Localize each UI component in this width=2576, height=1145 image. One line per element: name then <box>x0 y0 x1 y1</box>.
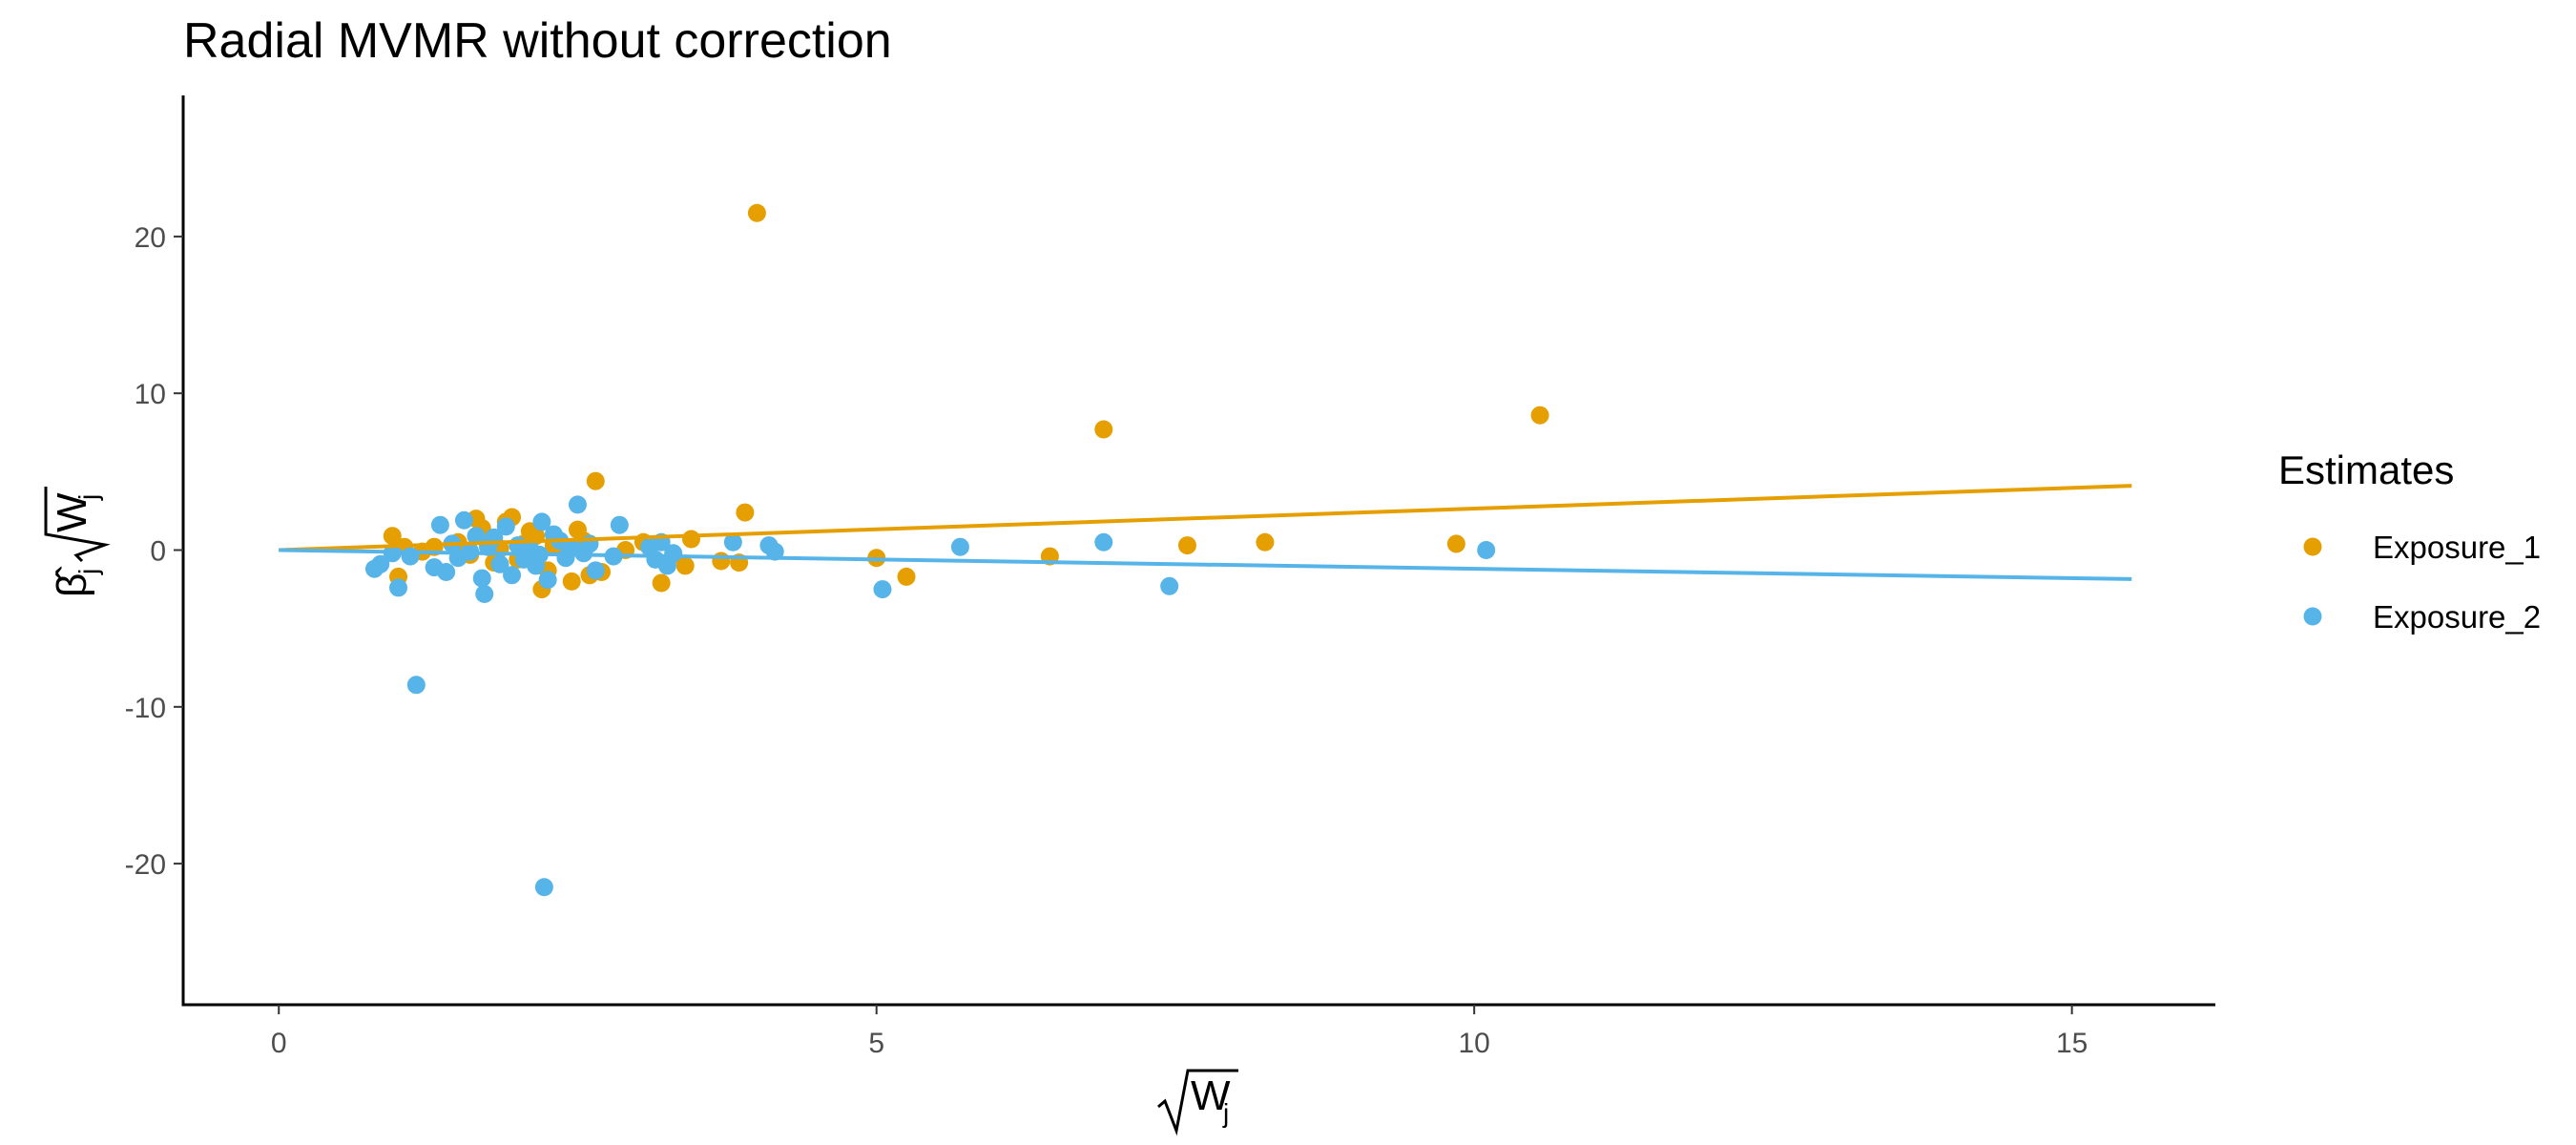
fit-line-exposure-1 <box>279 484 2132 552</box>
point-exposure-1 <box>712 552 731 571</box>
x-tick-label: 5 <box>868 1028 884 1059</box>
point-exposure-2 <box>401 547 420 566</box>
point-exposure-2 <box>1160 576 1179 595</box>
point-exposure-2 <box>496 517 515 536</box>
y-tick-label: 0 <box>150 536 166 568</box>
x-axis-title-radical-sign <box>1157 1069 1238 1136</box>
point-exposure-2 <box>490 554 509 573</box>
x-tick-label: 10 <box>1458 1028 1489 1059</box>
x-axis-ticks: 0 5 10 15 <box>271 1005 2088 1059</box>
plot-area <box>279 203 2132 897</box>
point-exposure-2 <box>610 515 629 534</box>
point-exposure-2 <box>389 578 408 597</box>
point-exposure-2 <box>437 563 456 582</box>
fit-line-exposure-2 <box>279 548 2132 581</box>
point-exposure-2 <box>723 532 742 552</box>
y-axis-title-beta-subscript: j <box>73 569 103 575</box>
y-axis-title: β̂ j W j <box>44 487 111 597</box>
point-exposure-2 <box>1094 532 1113 552</box>
point-exposure-1 <box>652 573 671 593</box>
legend-items: Exposure_1 Exposure_2 <box>2303 530 2541 635</box>
point-exposure-2 <box>1477 541 1496 559</box>
point-exposure-1 <box>586 471 605 490</box>
point-exposure-1 <box>897 567 916 586</box>
y-axis-title-sqrt-text: W <box>49 492 95 532</box>
point-exposure-2 <box>475 585 494 604</box>
point-exposure-1 <box>1446 534 1465 553</box>
point-exposure-2 <box>950 537 969 556</box>
legend-label-exposure-2: Exposure_2 <box>2373 599 2541 635</box>
x-axis-title-text: W <box>1191 1072 1231 1119</box>
point-exposure-1 <box>682 530 700 549</box>
point-exposure-1 <box>1530 406 1549 425</box>
point-exposure-2 <box>534 878 553 897</box>
point-exposure-2 <box>430 515 449 534</box>
legend-label-exposure-1: Exposure_1 <box>2373 530 2541 565</box>
point-exposure-1 <box>747 203 766 222</box>
point-exposure-1 <box>1256 532 1275 552</box>
legend-title: Estimates <box>2278 448 2454 492</box>
chart-title: Radial MVMR without correction <box>183 13 892 69</box>
point-exposure-2 <box>467 527 486 546</box>
legend-key-exposure-1 <box>2303 537 2322 556</box>
point-exposure-2 <box>472 569 491 588</box>
y-tick-label: 20 <box>135 222 166 254</box>
y-tick-label: -10 <box>125 693 166 724</box>
y-tick-label: 10 <box>135 379 166 410</box>
point-exposure-1 <box>562 572 581 591</box>
x-tick-label: 0 <box>271 1028 287 1059</box>
point-exposure-2 <box>503 566 522 585</box>
point-exposure-2 <box>586 561 605 580</box>
point-exposure-2 <box>406 676 426 695</box>
data-points <box>364 203 1549 897</box>
fit-lines <box>279 484 2132 581</box>
point-exposure-2 <box>538 571 557 590</box>
point-exposure-2 <box>532 512 551 531</box>
x-tick-label: 15 <box>2056 1028 2088 1059</box>
point-exposure-1 <box>736 503 755 522</box>
x-axis-title: W j <box>1157 1069 1238 1136</box>
point-exposure-2 <box>568 495 587 514</box>
legend-key-exposure-2 <box>2303 607 2322 626</box>
x-axis-title-subscript: j <box>1222 1098 1229 1128</box>
y-tick-label: -20 <box>125 849 166 881</box>
point-exposure-1 <box>1177 536 1196 555</box>
y-axis-ticks: -20 -10 0 10 20 <box>125 222 183 881</box>
point-exposure-2 <box>371 554 390 573</box>
y-axis-title-sqrt-subscript: j <box>73 494 103 501</box>
point-exposure-2 <box>454 510 473 530</box>
legend: Estimates Exposure_1 Exposure_2 <box>2278 448 2541 635</box>
y-axis-title-radical-sign <box>44 487 111 563</box>
point-exposure-1 <box>1094 420 1113 439</box>
point-exposure-1 <box>675 556 695 575</box>
point-exposure-2 <box>664 544 683 563</box>
point-exposure-1 <box>383 527 402 546</box>
point-exposure-2 <box>873 580 892 599</box>
